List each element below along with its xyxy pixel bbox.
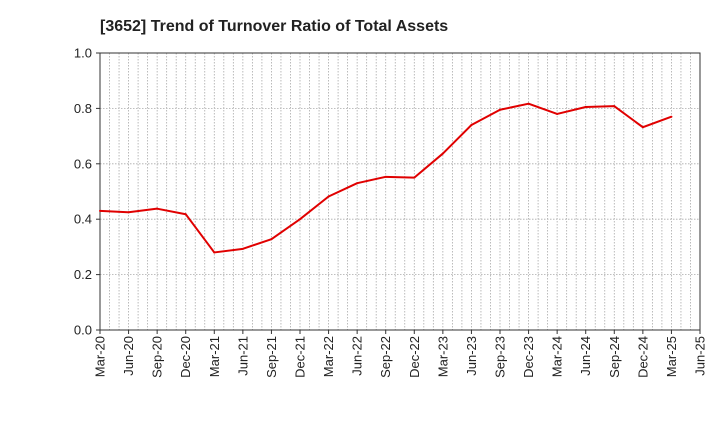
data-point [270,238,273,241]
x-tick-label: Sep-23 [493,336,508,378]
y-tick-label: 0.6 [74,156,92,171]
x-tick-label: Dec-21 [293,336,308,378]
x-tick-label: Jun-25 [693,336,708,376]
x-tick-label: Jun-22 [350,336,365,376]
x-tick-label: Sep-24 [607,336,622,378]
x-axis: Mar-20 Jun-20 Sep-20 Dec-20 Mar-21 Jun-21 Sep-… [93,330,708,378]
grid-lines [100,53,700,330]
data-point [584,106,587,109]
data-point [670,115,673,118]
x-tick-label: Mar-20 [93,336,108,377]
data-point [641,126,644,129]
data-point [213,251,216,254]
x-tick-label: Mar-21 [207,336,222,377]
y-tick-label: 0.4 [74,212,92,227]
x-tick-label: Dec-22 [407,336,422,378]
x-tick-label: Mar-25 [664,336,679,377]
x-tick-label: Mar-23 [435,336,450,377]
x-tick-label: Mar-22 [321,336,336,377]
y-tick-label: 0.0 [74,323,92,338]
data-point [441,152,444,155]
data-point [527,102,530,105]
data-point [127,211,130,214]
data-point [184,213,187,216]
data-point [499,108,501,111]
x-tick-label: Dec-24 [635,336,650,378]
x-tick-label: Jun-24 [578,336,593,376]
data-point [156,207,159,210]
data-point [299,218,301,221]
x-tick-label: Sep-20 [150,336,165,378]
x-tick-label: Jun-21 [235,336,250,376]
x-tick-label: Mar-24 [550,336,565,377]
y-axis: 0.0 0.2 0.4 0.6 0.8 1.0 [74,46,100,338]
data-point [99,209,101,212]
y-tick-label: 0.2 [74,267,92,282]
x-tick-label: Sep-22 [378,336,393,378]
x-tick-label: Dec-23 [521,336,536,378]
data-point [613,105,616,108]
data-point [327,195,330,198]
x-tick-label: Sep-21 [264,336,279,378]
x-tick-label: Dec-20 [178,336,193,378]
data-point [470,124,473,127]
y-tick-label: 0.8 [74,101,92,116]
series-layer [99,102,673,254]
x-tick-label: Jun-20 [121,336,136,376]
data-point [413,176,416,179]
data-point [384,175,387,178]
y-tick-label: 1.0 [74,46,92,61]
chart-title: [3652] Trend of Turnover Ratio of Total … [100,18,448,35]
x-tick-label: Jun-23 [464,336,479,376]
data-point [356,182,359,185]
data-point [241,247,244,250]
data-point [556,112,559,115]
plot-area-border [99,52,701,331]
